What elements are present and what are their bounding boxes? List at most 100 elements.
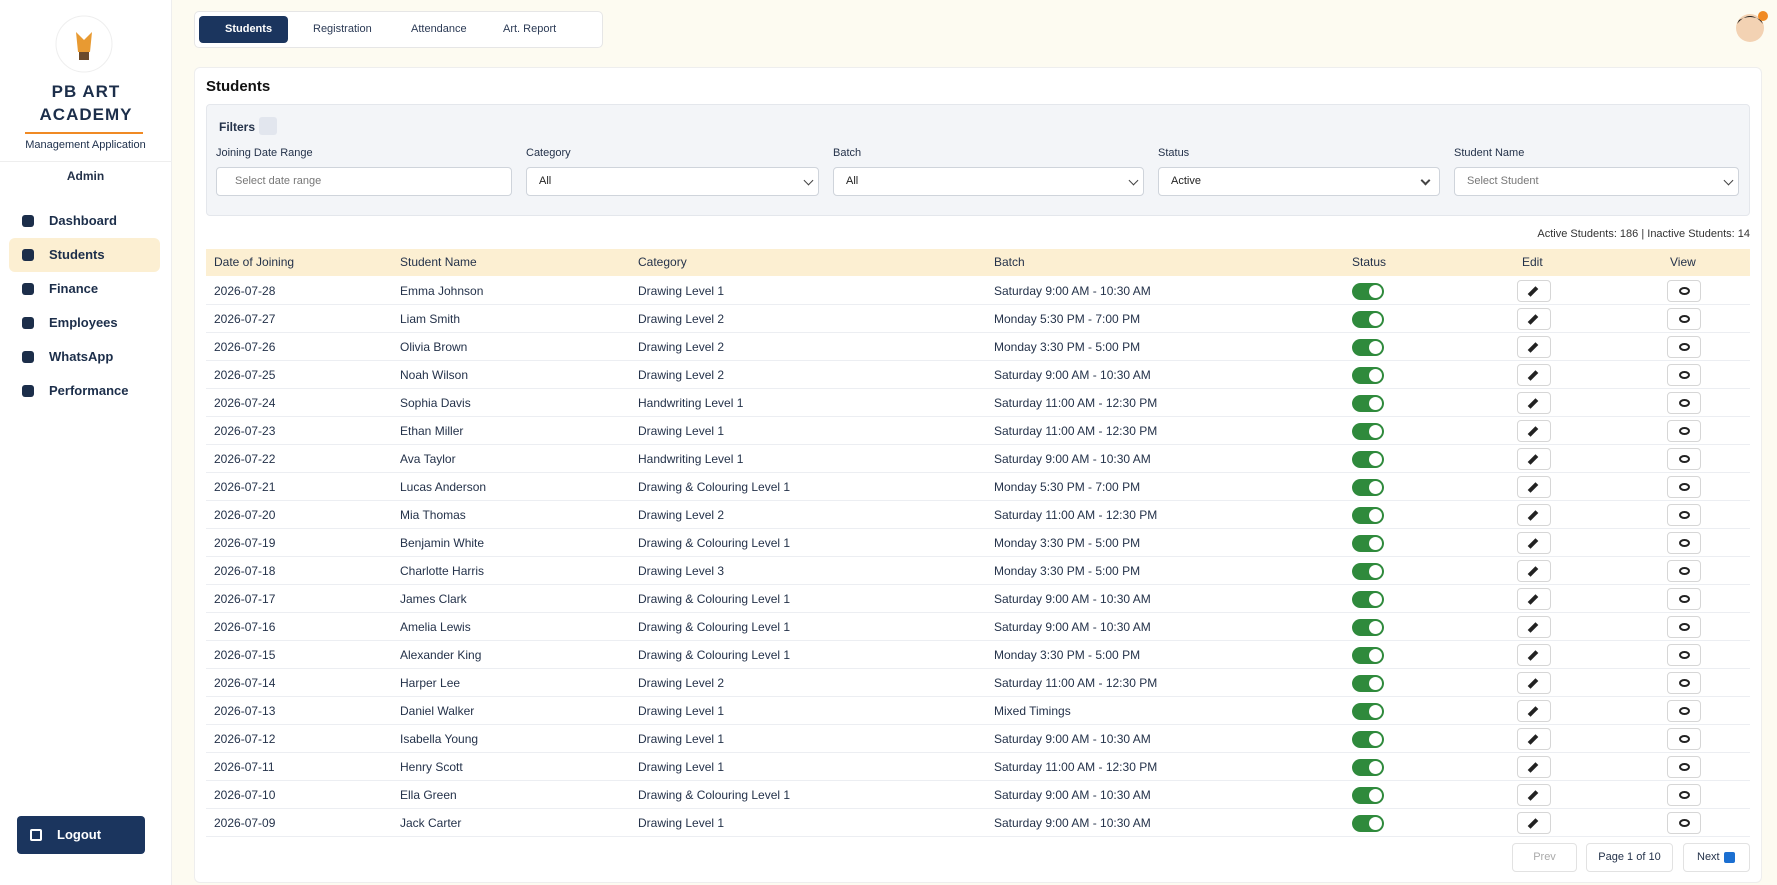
status-toggle[interactable] [1352, 367, 1384, 384]
edit-icon [1527, 622, 1539, 633]
cell: Noah Wilson [400, 368, 469, 382]
edit-icon [1527, 538, 1539, 549]
view-button[interactable] [1667, 588, 1701, 610]
edit-button[interactable] [1517, 504, 1551, 526]
edit-button[interactable] [1517, 784, 1551, 806]
view-button[interactable] [1667, 364, 1701, 386]
status-toggle[interactable] [1352, 451, 1384, 468]
view-button[interactable] [1667, 336, 1701, 358]
nav-item[interactable]: Performance [9, 374, 160, 408]
status-toggle[interactable] [1352, 703, 1384, 720]
status-toggle[interactable] [1352, 479, 1384, 496]
view-button[interactable] [1667, 644, 1701, 666]
status-toggle[interactable] [1352, 563, 1384, 580]
cell: 2026-07-13 [214, 704, 276, 718]
view-button[interactable] [1667, 476, 1701, 498]
status-toggle[interactable] [1352, 787, 1384, 804]
edit-button[interactable] [1517, 280, 1551, 302]
status-toggle[interactable] [1352, 423, 1384, 440]
status-toggle[interactable] [1352, 395, 1384, 412]
edit-button[interactable] [1517, 448, 1551, 470]
status-toggle[interactable] [1352, 283, 1384, 300]
edit-button[interactable] [1517, 392, 1551, 414]
status-toggle[interactable] [1352, 731, 1384, 748]
view-button[interactable] [1667, 756, 1701, 778]
nav-item[interactable]: WhatsApp [9, 340, 160, 374]
edit-button[interactable] [1517, 728, 1551, 750]
edit-button[interactable] [1517, 560, 1551, 582]
tab[interactable]: Registration [313, 23, 372, 35]
avatar[interactable] [1734, 10, 1770, 46]
view-icon [1679, 707, 1690, 715]
filter-input[interactable]: All [833, 167, 1144, 196]
toggle-knob [1369, 621, 1382, 634]
status-toggle[interactable] [1352, 675, 1384, 692]
filter-icon[interactable] [259, 117, 277, 135]
row-divider [206, 668, 1750, 669]
status-toggle[interactable] [1352, 815, 1384, 832]
filter-input[interactable]: Select date range [216, 167, 512, 196]
view-button[interactable] [1667, 280, 1701, 302]
view-button[interactable] [1667, 532, 1701, 554]
status-toggle[interactable] [1352, 759, 1384, 776]
view-button[interactable] [1667, 560, 1701, 582]
edit-button[interactable] [1517, 588, 1551, 610]
toggle-knob [1369, 341, 1382, 354]
filter-input[interactable]: Select Student [1454, 167, 1739, 196]
cell: 2026-07-09 [214, 816, 276, 830]
view-button[interactable] [1667, 784, 1701, 806]
edit-button[interactable] [1517, 420, 1551, 442]
row-divider [206, 528, 1750, 529]
status-toggle[interactable] [1352, 591, 1384, 608]
user-role: Admin [66, 169, 105, 183]
edit-button[interactable] [1517, 336, 1551, 358]
edit-button[interactable] [1517, 364, 1551, 386]
nav-item[interactable]: Students [9, 238, 160, 272]
edit-icon [1527, 342, 1539, 353]
status-toggle[interactable] [1352, 507, 1384, 524]
view-button[interactable] [1667, 392, 1701, 414]
view-button[interactable] [1667, 420, 1701, 442]
view-button[interactable] [1667, 700, 1701, 722]
tab[interactable]: Art. Report [503, 23, 557, 35]
view-button[interactable] [1667, 448, 1701, 470]
edit-button[interactable] [1517, 308, 1551, 330]
edit-button[interactable] [1517, 756, 1551, 778]
status-toggle[interactable] [1352, 311, 1384, 328]
cell: James Clark [400, 592, 467, 606]
view-icon [1679, 567, 1690, 575]
cell: Drawing Level 2 [638, 676, 725, 690]
filter-input[interactable]: All [526, 167, 819, 196]
view-button[interactable] [1667, 812, 1701, 834]
cell: 2026-07-22 [214, 452, 276, 466]
nav-item[interactable]: Finance [9, 272, 160, 306]
next-button[interactable]: Next [1683, 843, 1750, 872]
status-toggle[interactable] [1352, 619, 1384, 636]
nav-item[interactable]: Employees [9, 306, 160, 340]
column-header[interactable]: Student Name [400, 255, 477, 269]
nav-icon [22, 351, 34, 363]
edit-icon [1527, 566, 1539, 577]
status-toggle[interactable] [1352, 647, 1384, 664]
view-button[interactable] [1667, 728, 1701, 750]
edit-button[interactable] [1517, 532, 1551, 554]
logout-button[interactable]: Logout [17, 816, 145, 854]
edit-button[interactable] [1517, 644, 1551, 666]
status-toggle[interactable] [1352, 339, 1384, 356]
view-button[interactable] [1667, 672, 1701, 694]
filter-input[interactable]: Active [1158, 167, 1440, 196]
tab[interactable]: Attendance [411, 23, 467, 35]
prev-button[interactable]: Prev [1512, 843, 1577, 872]
cell: Saturday 11:00 AM - 12:30 PM [994, 396, 1158, 410]
status-toggle[interactable] [1352, 535, 1384, 552]
view-button[interactable] [1667, 616, 1701, 638]
tab[interactable]: Students [199, 16, 288, 43]
edit-button[interactable] [1517, 812, 1551, 834]
view-button[interactable] [1667, 308, 1701, 330]
edit-button[interactable] [1517, 700, 1551, 722]
edit-button[interactable] [1517, 616, 1551, 638]
nav-item[interactable]: Dashboard [9, 204, 160, 238]
edit-button[interactable] [1517, 476, 1551, 498]
edit-button[interactable] [1517, 672, 1551, 694]
view-button[interactable] [1667, 504, 1701, 526]
